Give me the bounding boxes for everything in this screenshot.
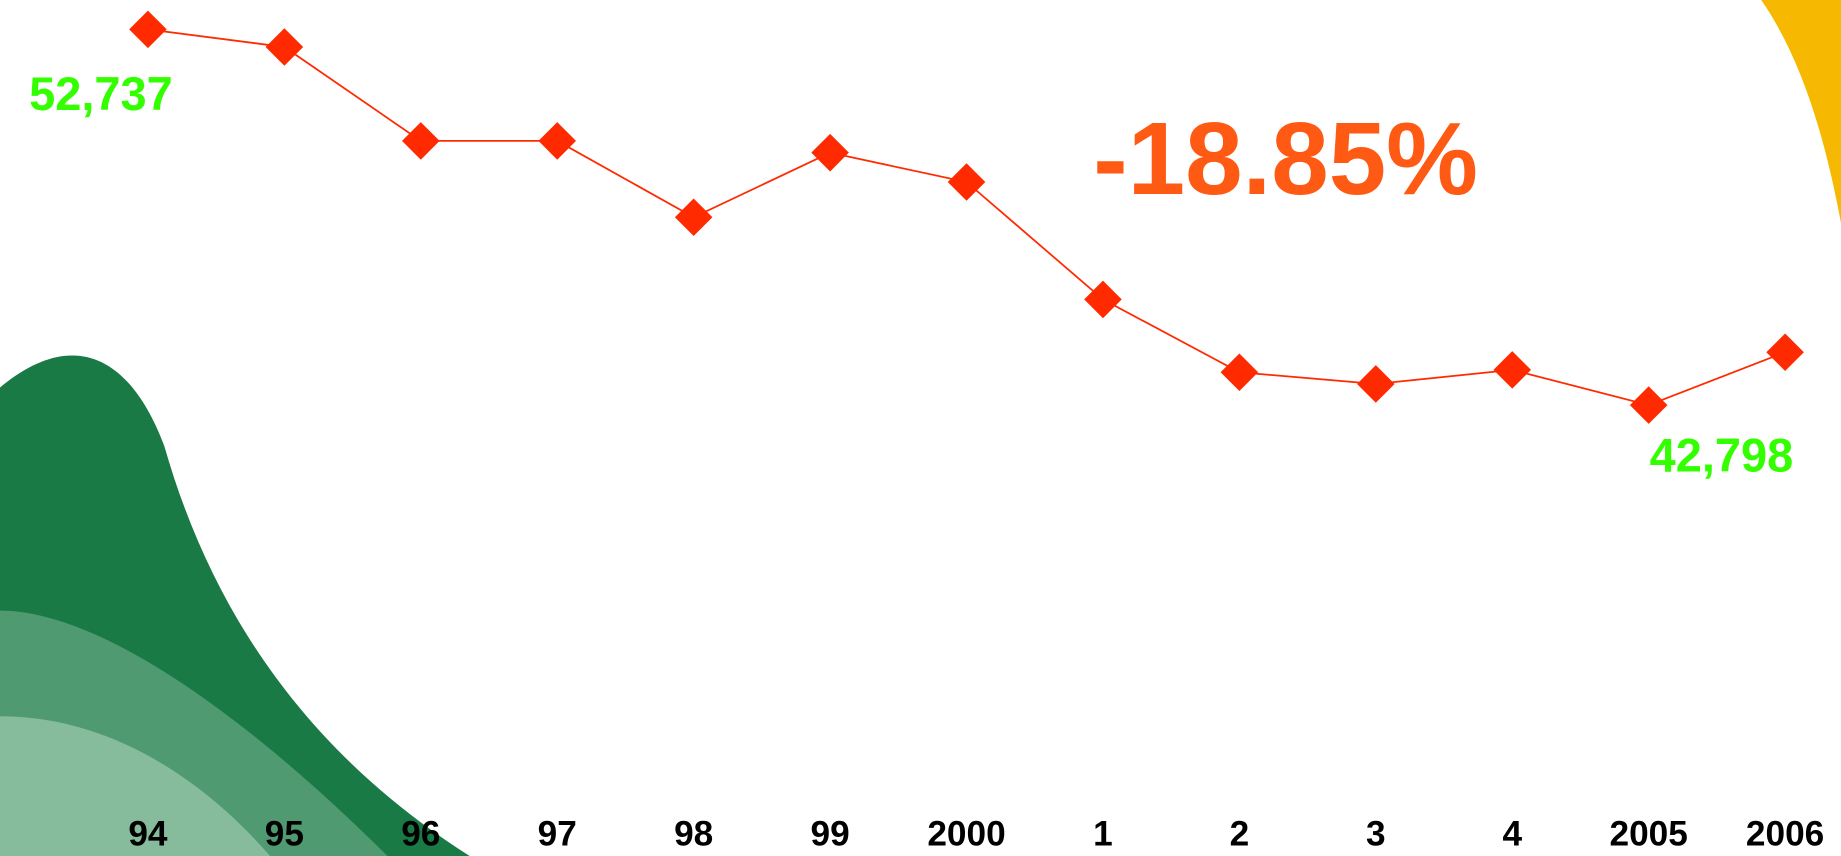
marker bbox=[1220, 353, 1259, 392]
x-tick-label: 94 bbox=[128, 814, 168, 853]
data-label: 52,737 bbox=[29, 67, 173, 120]
x-tick-label: 97 bbox=[538, 814, 577, 853]
marker bbox=[1629, 386, 1668, 424]
marker bbox=[265, 28, 304, 66]
marker bbox=[1493, 351, 1532, 389]
marker bbox=[1357, 365, 1395, 403]
x-tick-label: 3 bbox=[1366, 814, 1386, 853]
marker bbox=[129, 10, 167, 49]
x-tick-label: 2006 bbox=[1746, 814, 1824, 853]
x-tick-label: 2000 bbox=[927, 814, 1005, 853]
x-tick-label: 2005 bbox=[1610, 814, 1688, 853]
x-tick-label: 2 bbox=[1230, 814, 1250, 853]
marker bbox=[811, 133, 849, 172]
x-tick-label: 96 bbox=[401, 814, 440, 853]
marker bbox=[1084, 280, 1122, 319]
x-tick-label: 98 bbox=[674, 814, 713, 853]
marker bbox=[947, 163, 986, 201]
x-tick-label: 99 bbox=[811, 814, 850, 853]
line bbox=[147, 28, 1786, 407]
x-tick-label: 95 bbox=[265, 814, 304, 853]
x-tick-label: 1 bbox=[1093, 814, 1113, 853]
marker bbox=[402, 122, 440, 160]
marker bbox=[538, 122, 577, 160]
marker bbox=[674, 198, 713, 237]
data-label: 42,798 bbox=[1650, 429, 1794, 482]
marker bbox=[1766, 333, 1804, 372]
annotation: -18.85% bbox=[1093, 100, 1478, 216]
x-tick-label: 4 bbox=[1502, 814, 1522, 853]
